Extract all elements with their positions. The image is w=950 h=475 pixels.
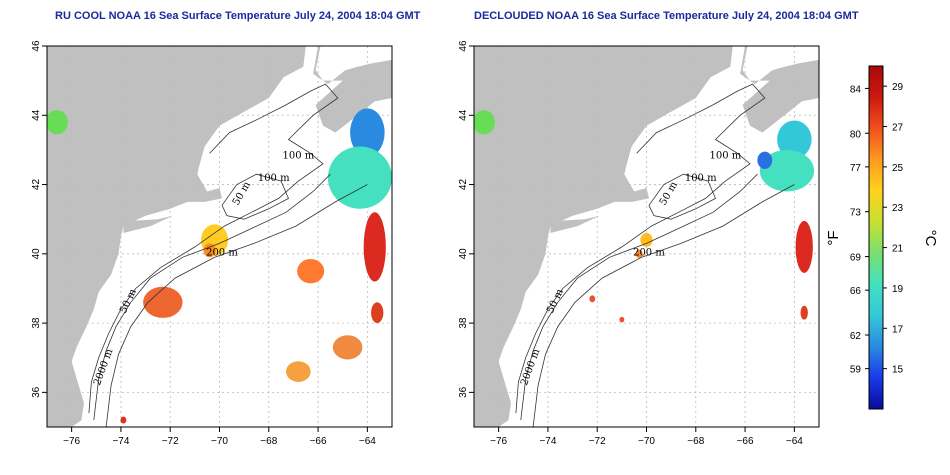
- x-tick-label: −68: [260, 436, 277, 447]
- y-tick-label: 40: [458, 248, 469, 260]
- isobath-label: 200 m: [633, 248, 665, 259]
- fahrenheit-tick-label: 69: [850, 253, 862, 264]
- isobath-label: 100 m: [709, 151, 741, 162]
- isobath-contour: [515, 83, 766, 414]
- y-tick-label: 42: [458, 179, 469, 191]
- nova-scotia: [740, 46, 819, 133]
- sst-patch: [47, 110, 68, 135]
- sst-patch: [350, 108, 385, 157]
- colorbar-scale: [868, 65, 884, 410]
- sst-patch: [635, 249, 643, 258]
- celsius-tick-label: 23: [892, 203, 904, 214]
- celsius-tick-label: 29: [892, 82, 904, 93]
- fahrenheit-tick-label: 77: [850, 163, 862, 174]
- sst-patch: [363, 212, 386, 282]
- land-mass: [47, 46, 306, 427]
- sst-patch: [332, 335, 363, 360]
- isobath-contour: [648, 173, 717, 220]
- x-tick-label: −76: [63, 436, 80, 447]
- sst-patch: [759, 149, 815, 192]
- y-tick-label: 36: [31, 386, 42, 398]
- y-tick-label: 40: [31, 248, 42, 260]
- celsius-tick-label: 27: [892, 123, 904, 134]
- temperature-colorbar: 29 27 25 23 21 19 17 15 84 80 77 73 69 66 62 59 °F °C: [825, 65, 939, 410]
- land-mass: [474, 46, 733, 427]
- y-tick-label: 36: [458, 386, 469, 398]
- y-tick-label: 44: [458, 109, 469, 121]
- x-tick-label: −64: [359, 436, 376, 447]
- celsius-unit-label: °C: [922, 230, 939, 247]
- long-island: [550, 215, 600, 233]
- x-tick-label: −66: [737, 436, 754, 447]
- isobath-label: 100 m: [685, 173, 717, 184]
- fahrenheit-tick-label: 73: [850, 208, 862, 219]
- sst-patch: [474, 110, 495, 135]
- isobath-contour: [88, 83, 339, 414]
- celsius-tick-label: 17: [892, 324, 904, 335]
- x-tick-label: −66: [310, 436, 327, 447]
- fahrenheit-tick-label: 59: [850, 365, 862, 376]
- x-tick-label: −64: [786, 436, 803, 447]
- fahrenheit-tick-label: 62: [850, 331, 862, 342]
- x-tick-label: −74: [112, 436, 129, 447]
- y-tick-label: 42: [31, 179, 42, 191]
- sst-patch: [143, 286, 183, 318]
- fahrenheit-tick-label: 66: [850, 286, 862, 297]
- x-tick-label: −74: [539, 436, 556, 447]
- celsius-tick-label: 25: [892, 163, 904, 174]
- sst-patch: [589, 295, 596, 303]
- sst-patch: [619, 316, 625, 323]
- y-tick-label: 46: [31, 40, 42, 52]
- x-tick-label: −70: [638, 436, 655, 447]
- y-tick-label: 44: [31, 109, 42, 121]
- isobath-contour: [105, 184, 368, 427]
- sst-patch: [640, 233, 653, 247]
- nova-scotia: [313, 46, 392, 133]
- sst-patch: [286, 361, 311, 382]
- isobath-label: 200 m: [206, 248, 238, 259]
- fahrenheit-unit-label: °F: [825, 230, 842, 245]
- y-tick-label: 38: [31, 317, 42, 329]
- sst-patch: [795, 220, 813, 273]
- sst-patch: [371, 302, 384, 324]
- fahrenheit-tick-label: 84: [850, 84, 862, 95]
- map-title-raw: RU COOL NOAA 16 Sea Surface Temperature …: [55, 10, 421, 22]
- y-tick-label: 46: [458, 40, 469, 52]
- long-island: [123, 215, 173, 233]
- isobath-contour: [221, 173, 290, 220]
- sst-patch: [203, 243, 216, 258]
- sst-patch: [800, 305, 808, 320]
- x-tick-label: −72: [589, 436, 606, 447]
- isobath-contour: [532, 184, 795, 427]
- x-tick-label: −70: [211, 436, 228, 447]
- sst-patch: [297, 259, 325, 284]
- celsius-tick-label: 15: [892, 365, 904, 376]
- map-title-declouded: DECLOUDED NOAA 16 Sea Surface Temperatur…: [474, 10, 859, 22]
- isobath-label: 100 m: [282, 151, 314, 162]
- isobath-contour: [520, 173, 758, 421]
- x-tick-label: −76: [490, 436, 507, 447]
- sst-patch: [757, 151, 773, 169]
- x-tick-label: −72: [162, 436, 179, 447]
- isobath-contour: [93, 173, 331, 421]
- celsius-tick-label: 21: [892, 244, 904, 255]
- celsius-tick-label: 19: [892, 284, 904, 295]
- sst-patch: [777, 120, 812, 159]
- isobath-label: 100 m: [258, 173, 290, 184]
- sst-patch: [120, 416, 127, 424]
- y-tick-label: 38: [458, 317, 469, 329]
- fahrenheit-tick-label: 80: [850, 129, 862, 140]
- sst-patch: [327, 146, 392, 209]
- x-tick-label: −68: [687, 436, 704, 447]
